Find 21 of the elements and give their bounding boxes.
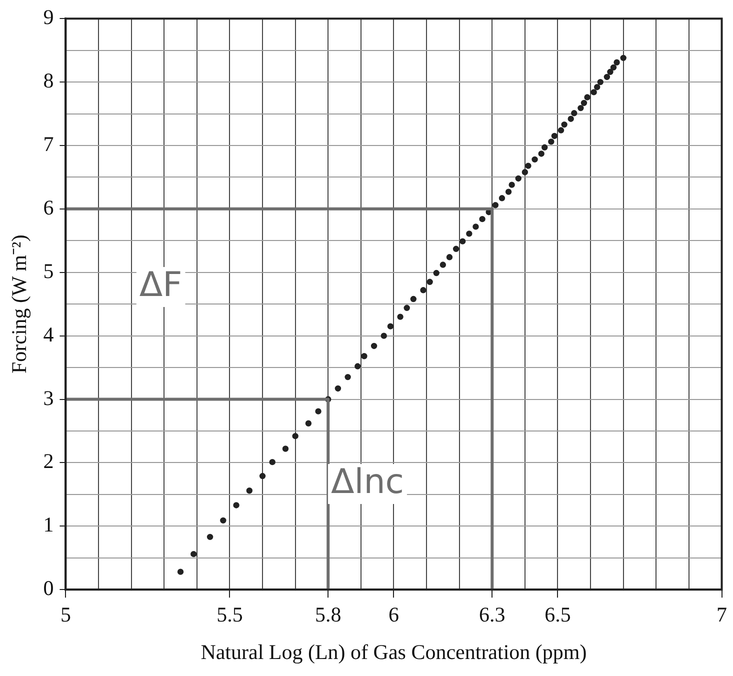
x-tick-label: 7: [716, 602, 727, 627]
x-tick-label: 5.8: [314, 602, 342, 627]
x-tick-label: 6.3: [479, 602, 506, 627]
y-tick-label: 9: [43, 5, 54, 30]
y-tick-label: 8: [43, 68, 54, 93]
y-tick-label: 0: [43, 576, 54, 600]
y-axis-title: Forcing (W m⁻²): [7, 234, 32, 374]
y-tick-label: 5: [43, 258, 54, 283]
annotation: Δlnc: [331, 462, 404, 502]
y-tick-label: 3: [43, 386, 54, 410]
x-tick-label: 5.5: [216, 602, 243, 627]
y-tick-label: 7: [43, 132, 54, 156]
x-tick-label: 6.5: [544, 602, 571, 627]
y-tick-label: 6: [43, 195, 54, 220]
y-tick-label: 4: [43, 322, 54, 346]
x-tick-label: 5: [60, 602, 71, 627]
x-axis-title: Natural Log (Ln) of Gas Concentration (ppm): [200, 640, 587, 664]
y-tick-label: 2: [43, 449, 54, 474]
y-tick-label: 1: [43, 512, 54, 537]
x-tick-label: 6: [388, 602, 399, 627]
annotation: ΔF: [139, 264, 182, 305]
